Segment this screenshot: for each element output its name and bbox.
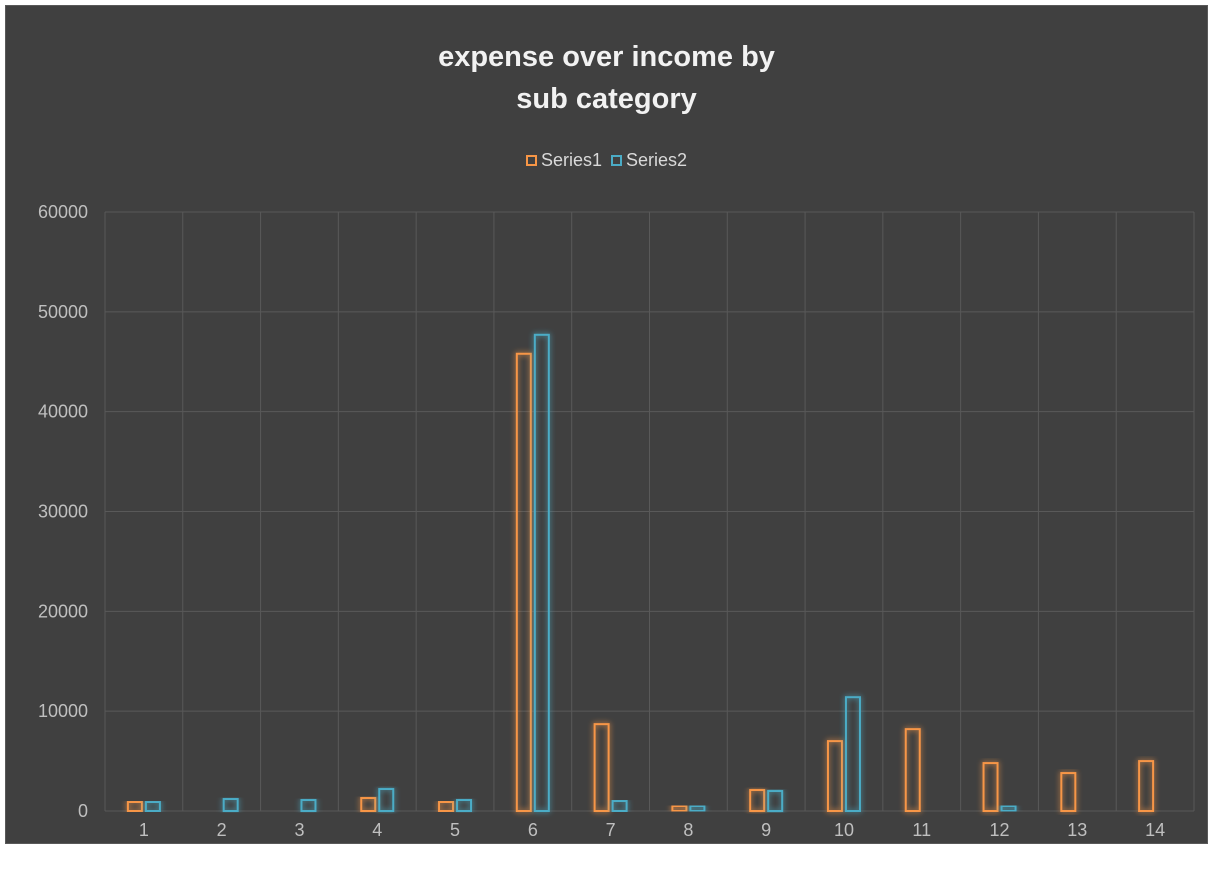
x-tick-label: 6 [528, 820, 538, 840]
bar-series2-12 [1000, 805, 1017, 813]
legend-entry-series1: Series1 [525, 150, 602, 171]
bar-series2-8 [689, 805, 706, 813]
x-tick-label: 7 [606, 820, 616, 840]
x-tick-label: 9 [761, 820, 771, 840]
x-tick-label: 12 [990, 820, 1010, 840]
x-tick-label: 1 [139, 820, 149, 840]
bar-series1-12 [982, 762, 999, 813]
bar-series2-3 [300, 799, 317, 812]
y-tick-label: 30000 [38, 502, 88, 522]
bar-series1-7 [593, 723, 610, 813]
bar-series1-6 [515, 352, 532, 812]
bar-series2-2 [222, 798, 239, 813]
chart-title-line-1: expense over income by [438, 41, 775, 73]
x-tick-label: 10 [834, 820, 854, 840]
y-tick-label: 40000 [38, 402, 88, 422]
x-tick-label: 4 [372, 820, 382, 840]
x-tick-label: 13 [1067, 820, 1087, 840]
legend-label-series1: Series1 [540, 150, 602, 170]
bar-series1-5 [438, 801, 455, 813]
y-tick-label: 60000 [38, 202, 88, 222]
bar-series1-10 [826, 740, 843, 812]
chart-title-line-2: sub category [516, 83, 697, 115]
bar-series1-13 [1060, 772, 1077, 813]
bar-series2-6 [533, 333, 550, 812]
y-tick-label: 20000 [38, 601, 88, 621]
bar-series2-1 [144, 801, 161, 813]
y-tick-label: 50000 [38, 302, 88, 322]
x-tick-label: 5 [450, 820, 460, 840]
chart-area: expense over income by sub category Seri… [5, 5, 1208, 844]
bar-series2-7 [611, 800, 628, 812]
x-tick-label: 2 [217, 820, 227, 840]
bar-series1-9 [749, 789, 766, 812]
x-tick-label: 14 [1145, 820, 1165, 840]
bar-series1-11 [904, 728, 921, 812]
bar-series2-5 [456, 799, 473, 812]
chart-title: expense over income by sub category [6, 36, 1207, 120]
x-tick-label: 8 [683, 820, 693, 840]
y-tick-label: 10000 [38, 701, 88, 721]
legend-entry-series2: Series2 [611, 150, 687, 171]
x-tick-label: 11 [912, 820, 931, 840]
bar-series2-9 [767, 790, 784, 812]
bar-series1-1 [126, 801, 143, 813]
bar-series2-10 [844, 696, 861, 812]
legend-label-series2: Series2 [626, 150, 688, 170]
bar-series2-4 [378, 788, 395, 813]
x-tick-label: 3 [294, 820, 304, 840]
legend: Series1 Series2 [6, 150, 1207, 171]
bar-series1-8 [671, 805, 688, 813]
bar-series1-14 [1138, 760, 1155, 812]
legend-swatch-series1 [525, 155, 537, 166]
legend-swatch-series2 [611, 155, 622, 166]
y-tick-label: 0 [78, 801, 88, 821]
bar-series1-4 [360, 797, 377, 813]
